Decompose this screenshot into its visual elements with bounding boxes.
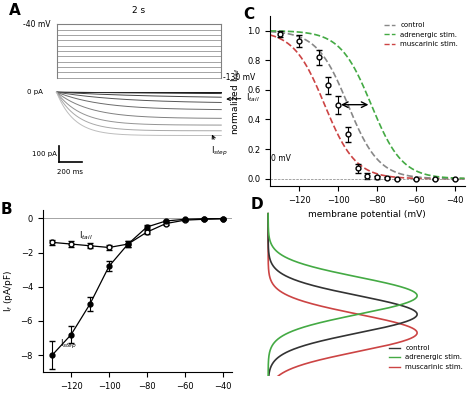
Text: D: D [250,197,263,212]
Legend: control, adrenergic stim., muscarinic stim.: control, adrenergic stim., muscarinic st… [386,342,466,373]
X-axis label: membrane potential (mV): membrane potential (mV) [309,210,426,219]
Text: 0 pA: 0 pA [27,89,43,95]
Text: 100 pA: 100 pA [32,150,56,156]
Text: 200 ms: 200 ms [57,169,83,175]
Text: 2 s: 2 s [132,6,146,15]
Text: -130 mV: -130 mV [223,73,255,82]
Text: C: C [243,7,254,22]
Text: I$_{step}$: I$_{step}$ [211,135,228,158]
Text: 0 mV: 0 mV [271,154,291,163]
Text: -40 mV: -40 mV [23,20,50,29]
Y-axis label: I$_f$ (pA/pF): I$_f$ (pA/pF) [2,270,15,312]
Text: I$_{tail}$: I$_{tail}$ [79,230,92,242]
Text: I$_{tail}$: I$_{tail}$ [227,92,260,105]
Text: B: B [1,202,13,217]
Legend: control, adrenergic stim., muscarinic stim.: control, adrenergic stim., muscarinic st… [382,19,461,50]
Y-axis label: normalized I$_{tail}$: normalized I$_{tail}$ [229,67,242,135]
Text: I$_{step}$: I$_{step}$ [60,338,77,351]
Text: A: A [9,3,20,18]
